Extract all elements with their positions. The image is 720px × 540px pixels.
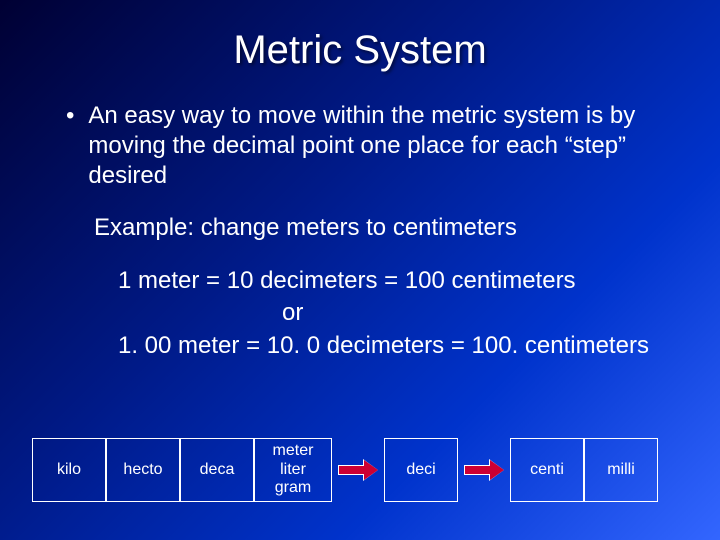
conversion-block: 1 meter = 10 decimeters = 100 centimeter… <box>48 265 672 362</box>
prefix-deci: deci <box>384 438 458 502</box>
prefix-ladder: kilo hecto deca meter liter gram deci ce… <box>32 438 658 502</box>
example-line: Example: change meters to centimeters <box>48 213 672 243</box>
base-meter: meter <box>273 442 314 460</box>
bullet-dot-icon: • <box>66 101 74 191</box>
conversion-or: or <box>118 297 672 329</box>
prefix-deca: deca <box>180 438 254 502</box>
arrow-right-icon <box>338 462 378 478</box>
slide-title: Metric System <box>48 28 672 73</box>
arrow-right-icon <box>464 462 504 478</box>
prefix-base: meter liter gram <box>254 438 332 502</box>
prefix-milli: milli <box>584 438 658 502</box>
slide: Metric System • An easy way to move with… <box>0 0 720 540</box>
bullet-item: • An easy way to move within the metric … <box>48 101 672 191</box>
conversion-line-2: 1. 00 meter = 10. 0 decimeters = 100. ce… <box>118 330 672 362</box>
arrow-gap-2 <box>458 438 510 502</box>
arrow-gap-1 <box>332 438 384 502</box>
prefix-centi: centi <box>510 438 584 502</box>
prefix-kilo: kilo <box>32 438 106 502</box>
bullet-text: An easy way to move within the metric sy… <box>88 101 672 191</box>
base-liter: liter <box>280 461 306 479</box>
conversion-line-1: 1 meter = 10 decimeters = 100 centimeter… <box>118 265 672 297</box>
prefix-hecto: hecto <box>106 438 180 502</box>
base-gram: gram <box>275 479 311 497</box>
